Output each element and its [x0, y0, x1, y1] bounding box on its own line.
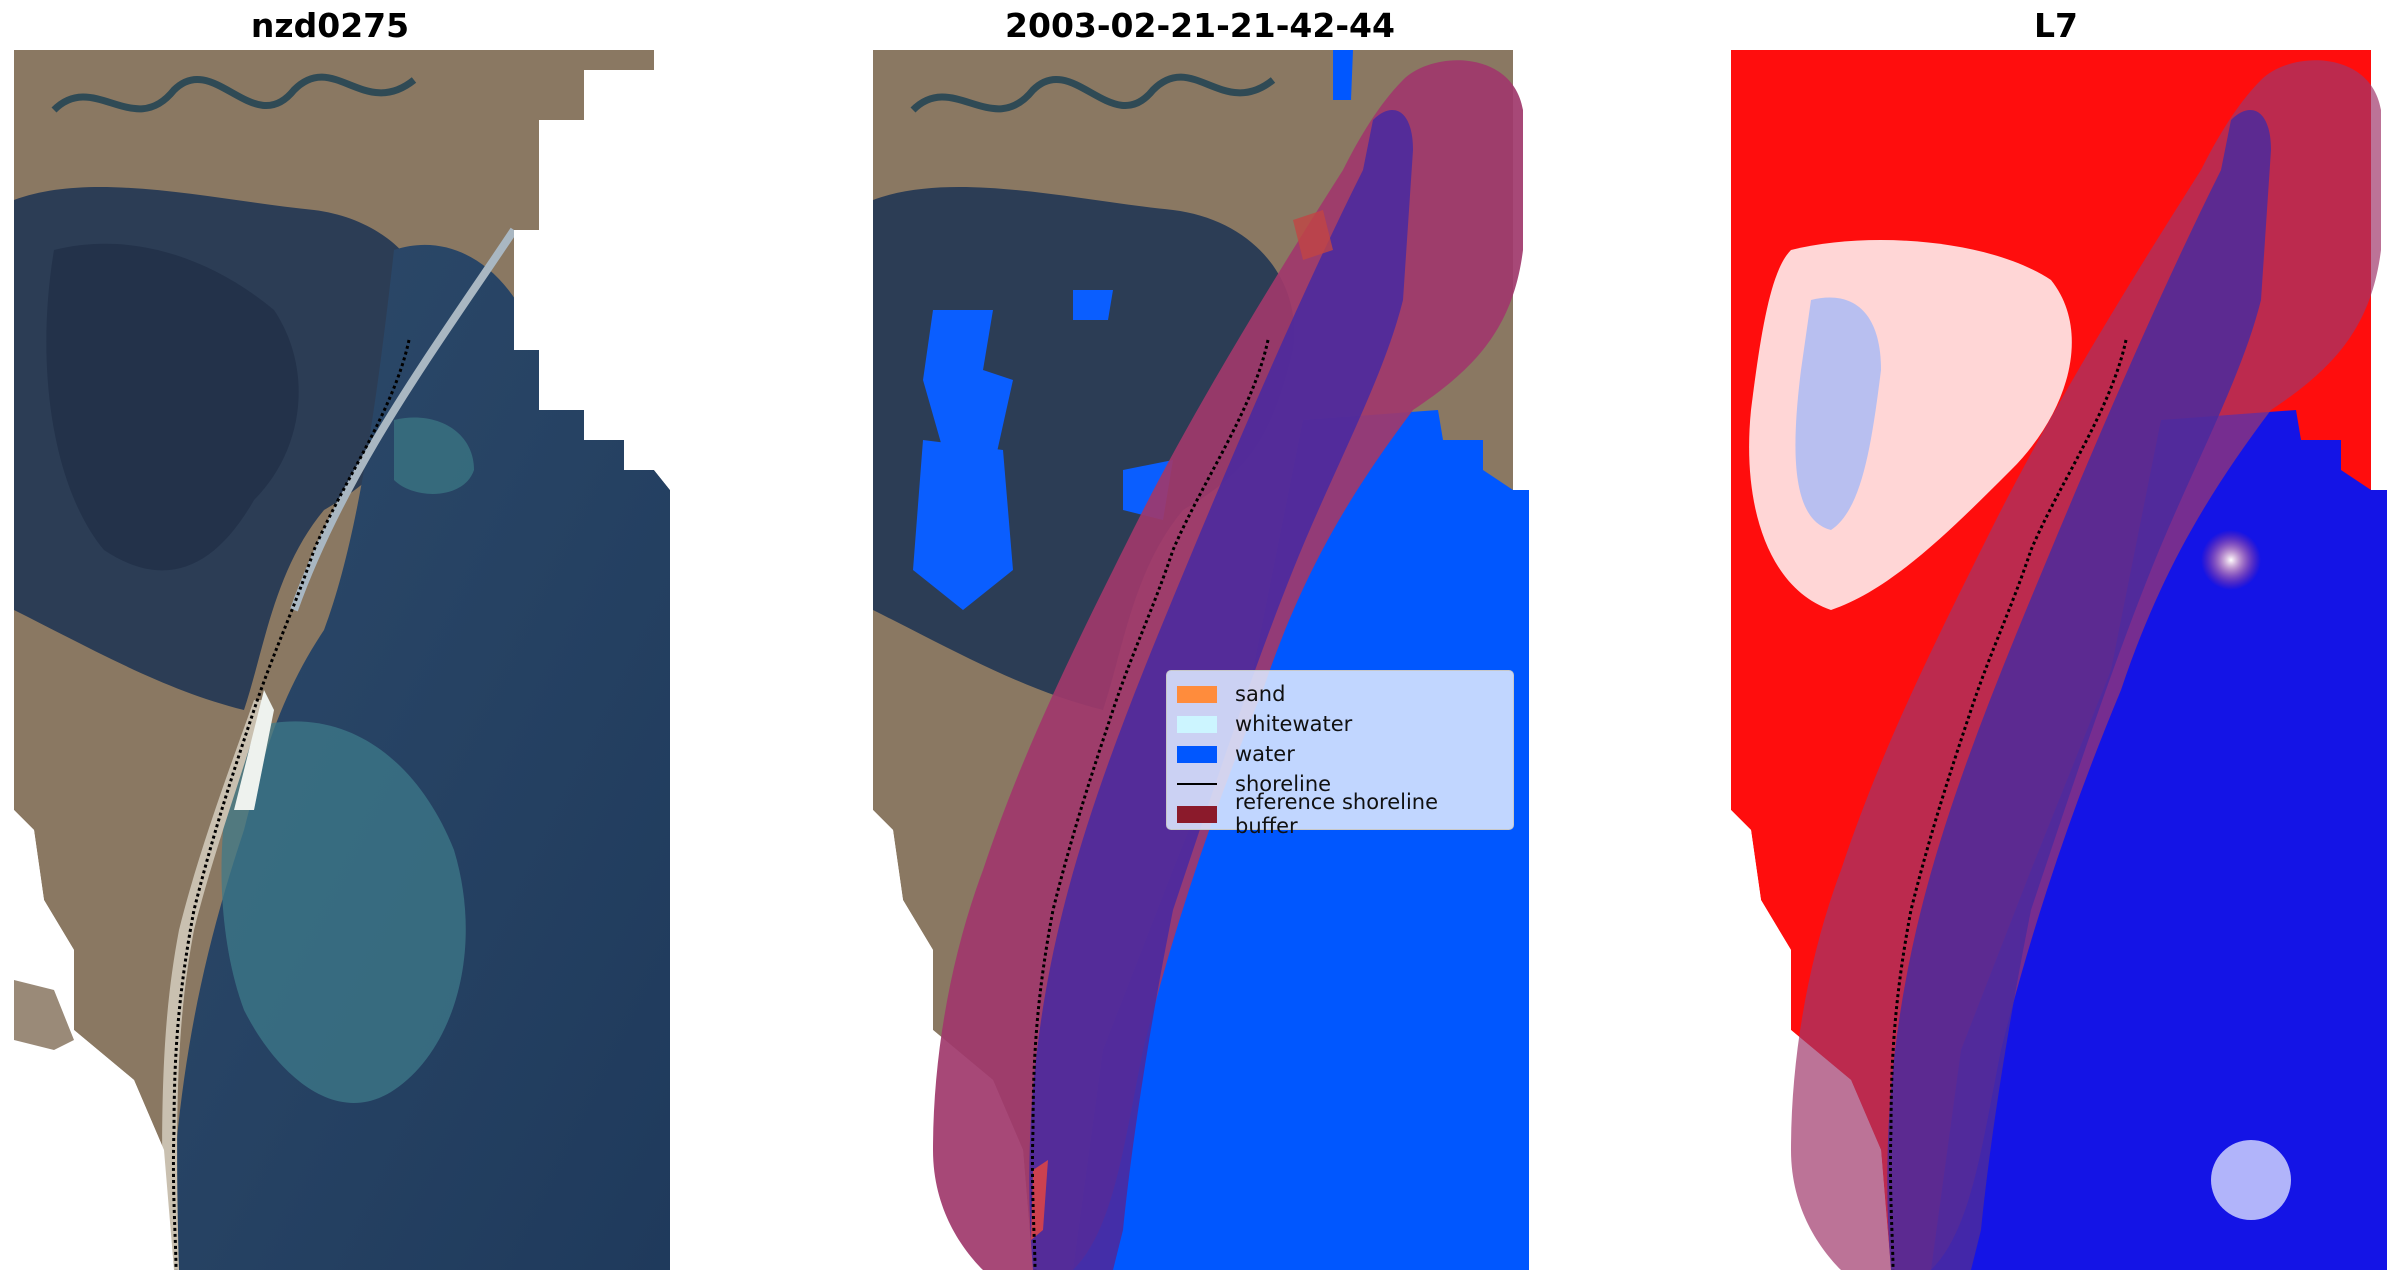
rgb-satellite-image: [14, 50, 670, 1270]
legend-swatch-shoreline: [1177, 783, 1217, 785]
legend-entry-sand: sand: [1177, 679, 1503, 709]
legend-entry-buffer: reference shoreline buffer: [1177, 790, 1503, 838]
legend-entry-whitewater: whitewater: [1177, 709, 1503, 739]
legend-swatch-whitewater: [1177, 715, 1217, 733]
legend-label-buffer: reference shoreline buffer: [1235, 790, 1439, 838]
index-water-area: [1931, 410, 2387, 1270]
legend-label-whitewater: whitewater: [1235, 712, 1353, 736]
water-class-inland: [913, 310, 1013, 610]
classification-image: [873, 50, 1529, 1270]
legend-entry-water: water: [1177, 739, 1503, 769]
legend-swatch-sand: [1177, 685, 1217, 703]
panel-title-classification: 2003-02-21-21-42-44: [1005, 6, 1395, 45]
legend-entry-shoreline: shoreline: [1177, 769, 1503, 799]
legend-swatch-buffer: [1177, 805, 1217, 823]
legend-label-shoreline: shoreline: [1235, 772, 1332, 796]
shoreline-line: [171, 339, 411, 1270]
legend-label-water: water: [1235, 742, 1295, 766]
panel-title-rgb: nzd0275: [250, 6, 410, 45]
legend: sand whitewater water shoreline referenc…: [1166, 670, 1514, 838]
legend-label-sand: sand: [1235, 682, 1286, 706]
index-image: [1731, 50, 2387, 1270]
water-class-sea: [1073, 410, 1529, 1270]
panel-title-index: L7: [2034, 6, 2078, 45]
legend-swatch-water: [1177, 745, 1217, 763]
